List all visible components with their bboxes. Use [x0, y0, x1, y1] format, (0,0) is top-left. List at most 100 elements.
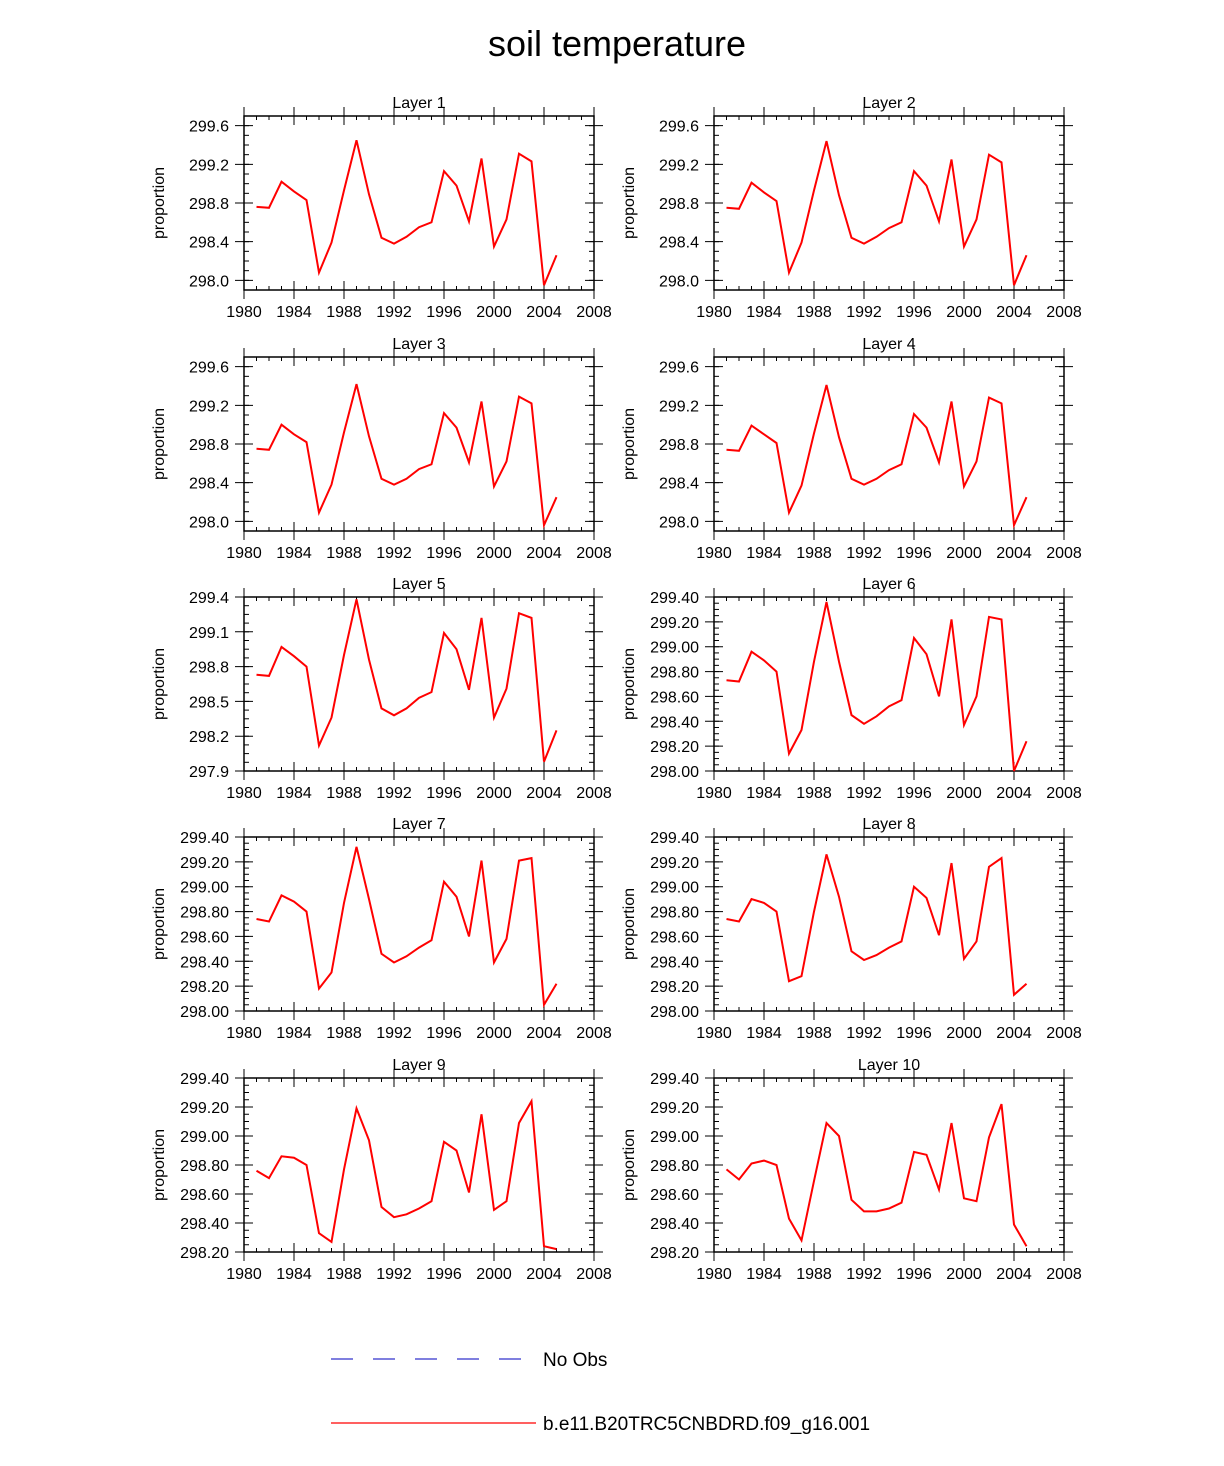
y-tick-label: 298.00 [650, 764, 699, 781]
y-axis-label: proportion [621, 888, 638, 960]
x-tick-label: 1984 [746, 1025, 782, 1042]
panel-title: Layer 5 [392, 576, 445, 593]
y-tick-label: 299.4 [189, 590, 229, 607]
x-tick-label: 2004 [996, 1266, 1032, 1283]
legend-model-label: b.e11.B20TRC5CNBDRD.f09_g16.001 [543, 1414, 870, 1435]
y-tick-label: 299.2 [189, 157, 229, 174]
x-tick-label: 1992 [846, 1266, 882, 1283]
series-line [256, 383, 558, 530]
x-tick-label: 1992 [376, 1266, 412, 1283]
x-tick-label: 2008 [576, 545, 612, 562]
x-tick-label: 2008 [1046, 304, 1082, 321]
y-tick-label: 298.0 [189, 273, 229, 290]
panel-title: Layer 10 [858, 1057, 920, 1074]
series-line [256, 599, 558, 763]
x-tick-label: 1988 [796, 1266, 832, 1283]
y-tick-label: 298.8 [189, 437, 229, 454]
panel-title: Layer 9 [392, 1057, 445, 1074]
legend: No Obs b.e11.B20TRC5CNBDRD.f09_g16.001 [331, 1350, 870, 1435]
x-tick-label: 1992 [376, 304, 412, 321]
y-tick-label: 299.20 [650, 1100, 699, 1117]
y-tick-label: 299.2 [189, 398, 229, 415]
x-tick-label: 2000 [476, 1025, 512, 1042]
y-tick-label: 298.80 [180, 1158, 229, 1175]
x-tick-label: 1988 [796, 304, 832, 321]
x-tick-label: 1984 [276, 304, 312, 321]
x-tick-label: 2008 [1046, 785, 1082, 802]
y-axis-label: proportion [621, 408, 638, 480]
x-tick-label: 1980 [226, 1025, 262, 1042]
panel-title: Layer 3 [392, 336, 445, 353]
x-tick-label: 2000 [476, 304, 512, 321]
panel-title: Layer 2 [862, 95, 915, 112]
x-tick-label: 1988 [796, 545, 832, 562]
plot-frame [713, 836, 1065, 1012]
x-tick-label: 1984 [276, 1025, 312, 1042]
y-tick-label: 298.4 [659, 235, 699, 252]
x-tick-label: 1992 [376, 785, 412, 802]
plot-frame [243, 596, 595, 772]
x-tick-label: 1980 [696, 304, 732, 321]
y-tick-label: 299.00 [180, 1129, 229, 1146]
panel-title: Layer 4 [862, 336, 915, 353]
panel-title: Layer 1 [392, 95, 445, 112]
panel-layer-6: Layer 6 proportion 1980 1984 1988 1992 1996 200… [621, 576, 1082, 802]
y-tick-label: 299.2 [659, 157, 699, 174]
x-tick-label: 1988 [796, 1025, 832, 1042]
y-tick-label: 298.5 [189, 694, 229, 711]
y-tick-label: 299.00 [650, 1129, 699, 1146]
x-tick-label: 2004 [996, 785, 1032, 802]
x-tick-label: 2008 [1046, 545, 1082, 562]
x-tick-label: 1996 [426, 545, 462, 562]
x-tick-label: 1988 [326, 1025, 362, 1042]
x-tick-label: 1996 [896, 1266, 932, 1283]
y-tick-label: 298.60 [650, 689, 699, 706]
y-tick-label: 299.2 [659, 398, 699, 415]
y-tick-label: 299.00 [180, 880, 229, 897]
y-tick-label: 298.80 [180, 905, 229, 922]
y-tick-label: 298.00 [650, 1004, 699, 1021]
y-axis-label: proportion [621, 648, 638, 720]
x-tick-label: 2000 [476, 785, 512, 802]
y-tick-label: 298.60 [180, 1187, 229, 1204]
x-tick-label: 2008 [576, 1266, 612, 1283]
x-tick-label: 1992 [846, 1025, 882, 1042]
y-axis-label: proportion [621, 1129, 638, 1201]
y-tick-label: 298.40 [650, 1216, 699, 1233]
x-tick-label: 1992 [846, 545, 882, 562]
panel-title: Layer 8 [862, 816, 915, 833]
x-tick-label: 1996 [426, 1266, 462, 1283]
x-tick-label: 1988 [796, 785, 832, 802]
y-tick-label: 298.8 [659, 196, 699, 213]
x-tick-label: 2004 [996, 1025, 1032, 1042]
x-tick-label: 2000 [476, 1266, 512, 1283]
panels: Layer 1 proportion 1980 1984 1988 1992 1996 200… [151, 95, 1082, 1283]
y-tick-label: 298.4 [189, 235, 229, 252]
y-tick-label: 298.8 [189, 196, 229, 213]
x-tick-label: 1980 [696, 1025, 732, 1042]
x-tick-label: 1980 [226, 545, 262, 562]
y-tick-label: 298.0 [659, 273, 699, 290]
x-tick-label: 1988 [326, 1266, 362, 1283]
x-tick-label: 2008 [1046, 1025, 1082, 1042]
series-line [725, 1103, 1028, 1247]
x-tick-label: 2000 [946, 1025, 982, 1042]
x-tick-label: 2004 [996, 545, 1032, 562]
y-tick-label: 298.60 [180, 929, 229, 946]
y-tick-label: 298.4 [189, 476, 229, 493]
y-tick-label: 298.20 [180, 1245, 229, 1262]
panel-title: Layer 6 [862, 576, 915, 593]
y-tick-label: 299.40 [650, 830, 699, 847]
y-tick-label: 298.2 [189, 729, 229, 746]
y-axis-label: proportion [151, 408, 168, 480]
x-tick-label: 1980 [696, 1266, 732, 1283]
x-tick-label: 2008 [576, 1025, 612, 1042]
y-tick-label: 298.8 [659, 437, 699, 454]
x-tick-label: 1980 [226, 304, 262, 321]
panel-layer-3: Layer 3 proportion 1980 1984 1988 1992 1996 200… [151, 336, 612, 562]
x-tick-label: 2000 [946, 785, 982, 802]
y-tick-label: 299.1 [189, 625, 229, 642]
series-line [256, 846, 558, 1008]
x-tick-label: 1980 [696, 785, 732, 802]
